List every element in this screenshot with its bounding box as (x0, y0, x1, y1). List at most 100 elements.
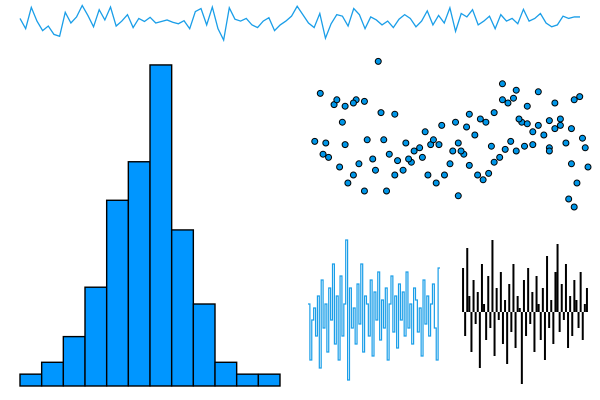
scatter-point (316, 89, 324, 97)
scatter-point (540, 131, 548, 139)
scatter-point (325, 153, 333, 161)
scatter-point (369, 155, 377, 163)
scatter-point (432, 179, 440, 187)
scatter-point (474, 171, 482, 179)
scatter-point (344, 179, 352, 187)
scatter-point (565, 195, 573, 203)
scatter-point (471, 131, 479, 139)
scatter-point (380, 136, 388, 144)
scatter-point (336, 163, 344, 171)
scatter-point (377, 109, 385, 117)
scatter-point (465, 161, 473, 169)
histogram-bar (192, 303, 216, 387)
scatter-point (529, 128, 537, 136)
scatter-point (581, 144, 589, 152)
histogram-bar (257, 373, 281, 387)
scatter-point (573, 179, 581, 187)
scatter-point (512, 86, 520, 94)
scatter-point (465, 110, 473, 118)
scatter-point (454, 139, 462, 147)
scatter-point (529, 141, 537, 149)
scatter-point (476, 115, 484, 123)
scatter-point (360, 187, 368, 195)
scatter-point (341, 141, 349, 149)
scatter-point (576, 93, 584, 101)
scatter-point (509, 94, 517, 102)
scatter-point (521, 142, 529, 150)
scatter-point (512, 147, 520, 155)
scatter-point (349, 99, 357, 107)
scatter-point (457, 147, 465, 155)
scatter-point (319, 150, 327, 158)
scatter-point (360, 97, 368, 105)
scatter-point (584, 163, 592, 171)
scatter-point (498, 96, 506, 104)
scatter-point (501, 145, 509, 153)
scatter-point (385, 150, 393, 158)
scatter-point (311, 137, 319, 145)
scatter-point (349, 171, 357, 179)
scatter-point (570, 96, 578, 104)
scatter-point (570, 203, 578, 211)
scatter-point (545, 117, 553, 125)
scatter-point (416, 144, 424, 152)
scatter-point (496, 153, 504, 161)
scatter-point (405, 155, 413, 163)
scatter-point (551, 99, 559, 107)
scatter-point (421, 128, 429, 136)
scatter-point (490, 109, 498, 117)
scatter-point (523, 120, 531, 128)
scatter-point (440, 171, 448, 179)
scatter-point (391, 110, 399, 118)
scatter-point (402, 139, 410, 147)
scatter-point (438, 121, 446, 129)
scatter-point (479, 176, 487, 184)
scatter-point (338, 118, 346, 126)
scatter-point (399, 166, 407, 174)
scatter-point (446, 160, 454, 168)
scatter-point (463, 123, 471, 131)
scatter-point (515, 115, 523, 123)
scatter-point (454, 192, 462, 200)
scatter-point (487, 142, 495, 150)
scatter-point (504, 99, 512, 107)
scatter-point (452, 118, 460, 126)
scatter-point (567, 125, 575, 133)
histogram-bar (149, 64, 173, 387)
scatter-point (418, 153, 426, 161)
scatter-point (578, 134, 586, 142)
scatter-point (490, 158, 498, 166)
scatter-point (394, 157, 402, 165)
scatter-point (534, 88, 542, 96)
scatter-point (523, 102, 531, 110)
scatter-point (507, 137, 515, 145)
scatter-point (485, 169, 493, 177)
scatter-point (410, 147, 418, 155)
scatter-point (482, 118, 490, 126)
scatter-point (429, 136, 437, 144)
scatter-point (383, 187, 391, 195)
scatter-point (534, 121, 542, 129)
scatter-point (551, 125, 559, 133)
scatter-point (391, 171, 399, 179)
scatter-point (333, 96, 341, 104)
step-line (308, 239, 440, 381)
scatter-point (424, 171, 432, 179)
scatter-point (341, 102, 349, 110)
sparkline-line (19, 4, 580, 43)
scatter-point (498, 80, 506, 88)
scatter-point (322, 139, 330, 147)
scatter-point (355, 160, 363, 168)
scatter-point (545, 147, 553, 155)
scatter-point (562, 139, 570, 147)
scatter-point (435, 141, 443, 149)
scatter-point (371, 166, 379, 174)
scatter-point (363, 136, 371, 144)
scatter-point (556, 115, 564, 123)
